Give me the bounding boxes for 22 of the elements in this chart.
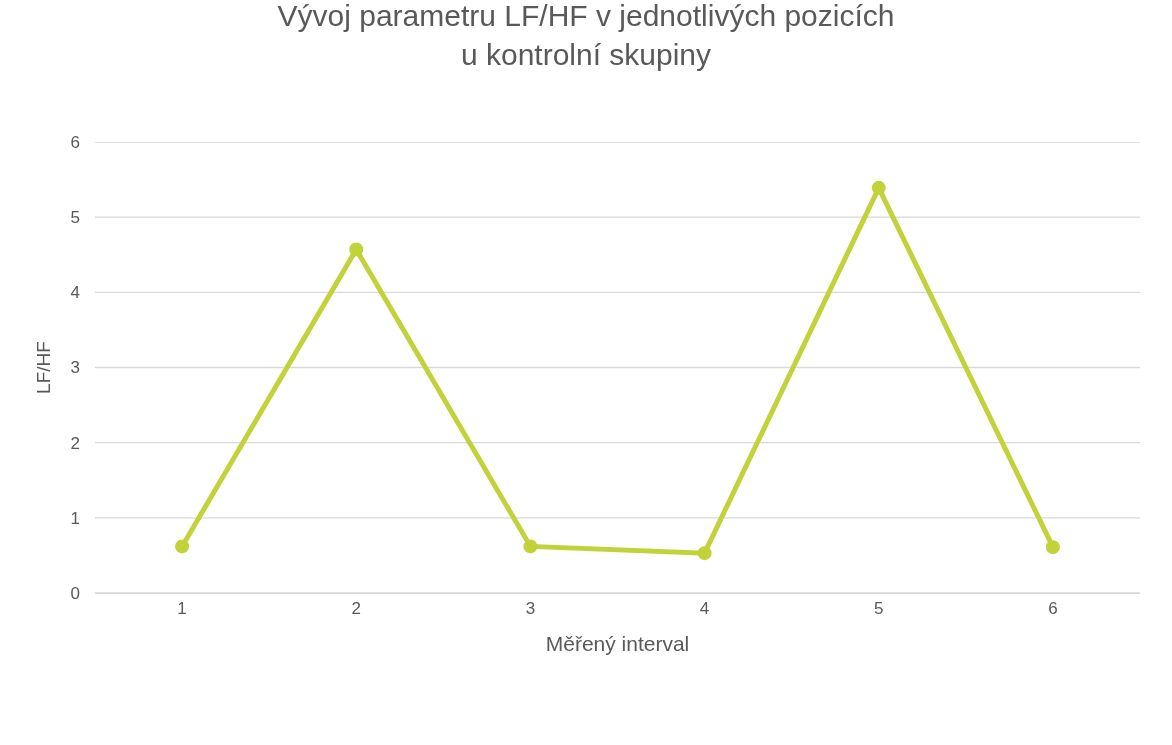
- x-tick-label: 6: [1048, 599, 1058, 619]
- point: [871, 180, 886, 195]
- point: [697, 546, 712, 561]
- y-tick-label: 5: [70, 208, 80, 228]
- x-axis-title: Měřený interval: [545, 631, 690, 655]
- x-tick-label: 4: [699, 599, 710, 619]
- y-tick-label: 0: [70, 583, 80, 603]
- y-tick-label: 1: [70, 508, 80, 528]
- y-tick-label: 4: [70, 283, 80, 303]
- y-axis-title: LF/HF: [33, 341, 55, 394]
- y-tick-label: 3: [70, 358, 80, 378]
- x-tick-label: 3: [525, 599, 536, 619]
- x-tick-label: 2: [351, 599, 361, 619]
- y-tick-label: 6: [70, 132, 80, 152]
- chart-title: Vývoj parametru LF/HF v jednotlivých pozicích u kontrolní skupiny: [277, 0, 895, 72]
- point: [175, 539, 190, 554]
- x-tick-label: 1: [177, 599, 187, 619]
- point: [349, 242, 364, 257]
- x-tick-label: 5: [874, 599, 884, 619]
- y-tick-label: 2: [70, 433, 80, 453]
- point: [1045, 540, 1060, 555]
- point: [523, 539, 538, 554]
